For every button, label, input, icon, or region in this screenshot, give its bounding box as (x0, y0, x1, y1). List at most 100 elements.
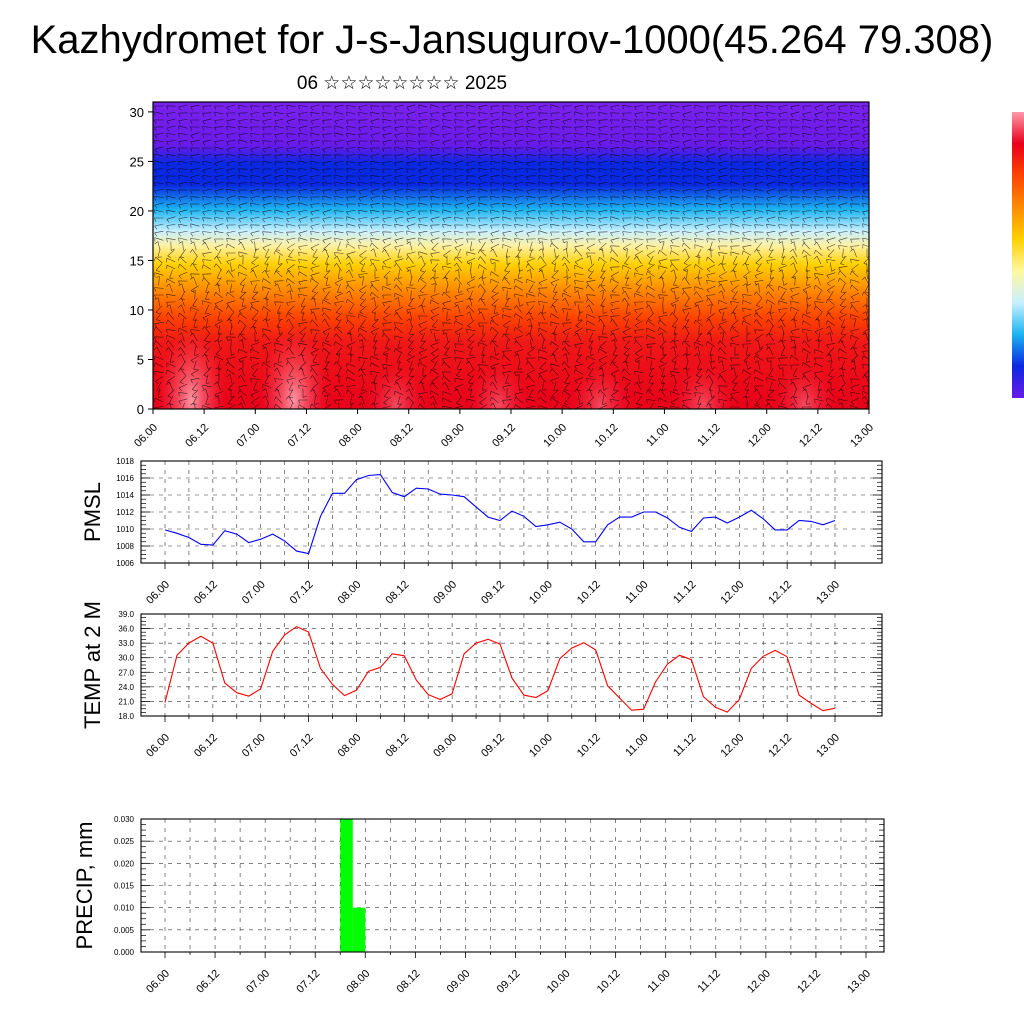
x-tick-label: 08.12 (383, 579, 411, 607)
wind-temperature-heatmap: 0 5 10 15 20 25 30 06.00 06.12 07.00 07.12 08.00 08.… (130, 101, 876, 450)
x-tick-label: 12.12 (795, 968, 823, 996)
precipitation-panel: 0.000 0.005 0.010 0.015 0.020 0.025 0.030 06.00… (72, 815, 885, 996)
y-tick-label: 33.0 (118, 639, 134, 648)
x-tick-label: 09.12 (479, 579, 507, 607)
y-tick-label: 0.030 (114, 815, 135, 824)
heatmap-x-tick-label: 08.12 (388, 422, 416, 450)
pmsl-panel: 1006 1008 1010 1012 1014 1016 1018 06.00 06.12 07… (80, 457, 883, 607)
warm-core-weak-1 (468, 365, 529, 409)
x-tick-label: 10.00 (545, 968, 573, 996)
heatmap-y-tick-label: 20 (130, 204, 144, 219)
heatmap-x-tick-label: 13.00 (848, 422, 876, 450)
x-tick-label: 11.00 (645, 968, 672, 995)
x-tick-label: 08.00 (336, 579, 364, 607)
heatmap-x-tick-label: 07.00 (234, 422, 262, 450)
y-tick-label: 1014 (116, 491, 134, 500)
x-tick-label: 07.00 (240, 732, 268, 760)
y-tick-label: 1018 (116, 457, 134, 466)
y-tick-label: 30.0 (118, 654, 134, 663)
temp-series-line (164, 625, 836, 713)
x-tick-label: 12.00 (718, 732, 746, 760)
x-tick-label: 08.00 (336, 732, 364, 760)
x-tick-label: 11.12 (696, 968, 723, 995)
heatmap-y-tick-label: 5 (137, 352, 144, 367)
panel-background (141, 614, 882, 716)
x-tick-label: 07.12 (288, 732, 316, 760)
x-tick-label: 07.00 (244, 968, 272, 996)
heatmap-x-tick-label: 09.12 (490, 422, 518, 450)
heatmap-x-tick-label: 12.00 (746, 422, 774, 450)
chart-subtitle: 06 ☆☆☆☆☆☆☆☆ 2025 (296, 73, 508, 94)
precip-axis-label: PRECIP, mm (72, 822, 97, 950)
x-tick-label: 11.00 (623, 579, 650, 606)
x-tick-label: 08.12 (395, 968, 423, 996)
heatmap-y-tick-label: 15 (130, 253, 144, 268)
warm-core-weak-2 (570, 365, 631, 409)
x-tick-label: 10.12 (575, 732, 603, 760)
x-tick-label: 09.00 (431, 579, 459, 607)
y-tick-label: 1010 (116, 525, 134, 534)
y-tick-label: 0.020 (114, 859, 135, 868)
x-tick-label: 12.00 (718, 579, 746, 607)
y-tick-label: 27.0 (118, 668, 134, 677)
x-tick-label: 09.00 (445, 968, 473, 996)
x-tick-label: 11.12 (671, 579, 698, 606)
x-tick-label: 08.12 (383, 732, 411, 760)
y-tick-label: 1016 (116, 474, 134, 483)
pmsl-axis-label: PMSL (80, 482, 105, 542)
heatmap-y-tick-label: 25 (130, 154, 144, 169)
heatmap-x-tick-label: 11.12 (695, 422, 722, 449)
wind-barb-strokes (153, 104, 869, 409)
x-tick-label: 06.00 (144, 968, 172, 996)
y-tick-label: 0.005 (114, 926, 135, 935)
x-tick-label: 08.00 (344, 968, 372, 996)
heatmap-y-tick-label: 30 (130, 105, 144, 120)
precip-bar-0 (340, 819, 353, 952)
x-tick-label: 11.00 (623, 732, 650, 759)
chart-title: Kazhydromet for J-s-Jansugurov-1000(45.2… (30, 18, 994, 62)
heatmap-x-tick-label: 12.12 (797, 422, 825, 450)
colorbar (1012, 112, 1024, 398)
heatmap-y-tick-label: 10 (130, 303, 144, 318)
x-tick-label: 13.00 (845, 968, 873, 996)
heatmap-x-tick-label: 10.12 (592, 422, 620, 450)
heatmap-x-tick-label: 11.00 (644, 422, 671, 449)
heatmap-x-tick-label: 06.00 (132, 422, 160, 450)
heatmap-x-tick-label: 07.12 (286, 422, 314, 450)
x-tick-label: 06.00 (144, 732, 172, 760)
heatmap-x-tick-label: 08.00 (337, 422, 365, 450)
y-tick-label: 0.010 (114, 904, 135, 913)
heatmap-warm-cores (157, 330, 836, 409)
x-tick-label: 12.00 (745, 968, 773, 996)
x-tick-label: 12.12 (766, 579, 794, 607)
wind-barbs (153, 104, 869, 409)
x-tick-label: 06.12 (192, 732, 220, 760)
heatmap-y-tick-label: 0 (137, 402, 144, 417)
pmsl-series-line (164, 474, 836, 555)
warm-core-weak-3 (672, 365, 733, 409)
x-tick-label: 09.12 (479, 732, 507, 760)
x-tick-label: 06.12 (194, 968, 222, 996)
y-tick-label: 21.0 (118, 697, 134, 706)
x-tick-label: 12.12 (766, 732, 794, 760)
heatmap-x-tick-label: 06.12 (183, 422, 211, 450)
x-tick-label: 13.00 (814, 732, 842, 760)
heatmap-x-tick-label: 09.00 (439, 422, 467, 450)
y-tick-label: 0.000 (114, 948, 135, 957)
colorbar-strip (1012, 112, 1024, 398)
y-tick-label: 1012 (116, 508, 134, 517)
x-tick-label: 07.12 (288, 579, 316, 607)
y-tick-label: 18.0 (118, 712, 134, 721)
y-tick-label: 39.0 (118, 610, 134, 619)
x-tick-label: 13.00 (814, 579, 842, 607)
x-tick-label: 10.00 (527, 579, 555, 607)
y-tick-label: 0.025 (114, 837, 135, 846)
y-tick-label: 24.0 (118, 683, 134, 692)
x-tick-label: 10.12 (595, 968, 623, 996)
x-tick-label: 07.00 (240, 579, 268, 607)
precip-bar-1 (352, 907, 366, 952)
x-tick-label: 06.12 (192, 579, 220, 607)
y-tick-label: 36.0 (118, 625, 134, 634)
x-tick-label: 10.12 (575, 579, 603, 607)
